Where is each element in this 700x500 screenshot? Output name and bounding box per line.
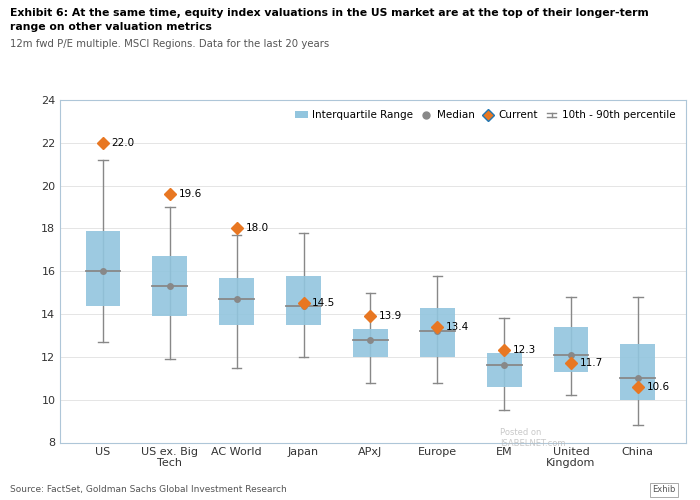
Text: 14.5: 14.5 [312, 298, 335, 308]
Text: Exhib: Exhib [652, 485, 676, 494]
Text: range on other valuation metrics: range on other valuation metrics [10, 22, 212, 32]
Text: 13.4: 13.4 [446, 322, 469, 332]
Text: 12m fwd P/E multiple. MSCI Regions. Data for the last 20 years: 12m fwd P/E multiple. MSCI Regions. Data… [10, 39, 330, 49]
Text: Source: FactSet, Goldman Sachs Global Investment Research: Source: FactSet, Goldman Sachs Global In… [10, 485, 287, 494]
Bar [286, 276, 321, 325]
Text: 22.0: 22.0 [112, 138, 135, 148]
Legend: Interquartile Range, Median, Current, 10th - 90th percentile: Interquartile Range, Median, Current, 10… [290, 105, 681, 126]
Text: 10.6: 10.6 [647, 382, 670, 392]
Text: 11.7: 11.7 [580, 358, 603, 368]
Bar [620, 344, 655, 400]
Bar [353, 329, 388, 357]
Text: 12.3: 12.3 [513, 346, 536, 356]
Text: 13.9: 13.9 [379, 311, 402, 321]
Bar [420, 308, 455, 357]
Bar [554, 327, 589, 372]
Bar [153, 256, 187, 316]
Bar [486, 352, 522, 387]
Text: Posted on
ISABELNET.com: Posted on ISABELNET.com [500, 428, 566, 448]
Bar [219, 278, 254, 325]
Text: 18.0: 18.0 [246, 224, 269, 234]
Text: Exhibit 6: At the same time, equity index valuations in the US market are at the: Exhibit 6: At the same time, equity inde… [10, 8, 650, 18]
Text: 19.6: 19.6 [178, 189, 202, 199]
Bar [85, 230, 120, 306]
